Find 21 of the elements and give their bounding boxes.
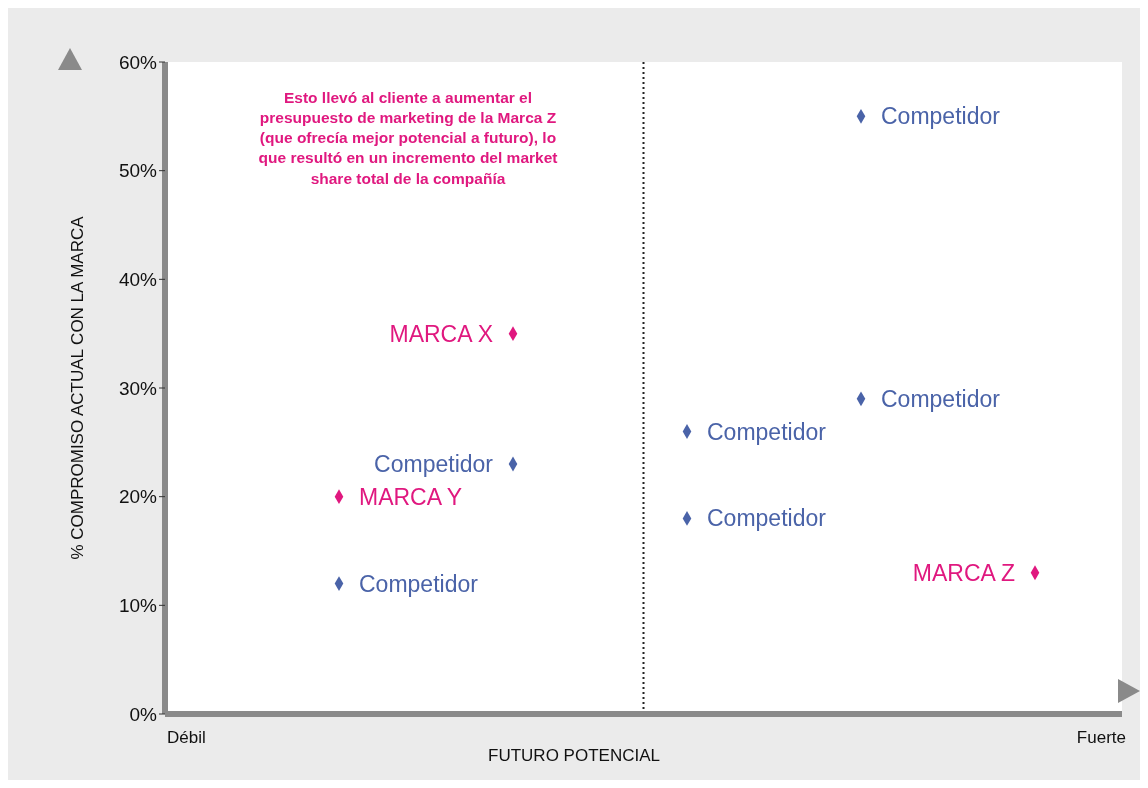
y-axis-title: % COMPROMISO ACTUAL CON LA MARCA xyxy=(68,215,88,560)
data-label: MARCA X xyxy=(389,320,493,347)
data-label: MARCA Z xyxy=(912,559,1015,586)
x-axis-title: FUTURO POTENCIAL xyxy=(487,746,661,766)
data-label: Competidor xyxy=(881,385,1001,412)
data-label: Competidor xyxy=(881,103,1001,130)
data-label: Competidor xyxy=(374,451,494,478)
y-tick-label: 50% xyxy=(118,160,158,182)
y-tick-label: 60% xyxy=(118,51,158,73)
data-label: Competidor xyxy=(707,505,827,532)
text: Débil xyxy=(167,728,206,748)
y-tick-label: 0% xyxy=(129,703,158,725)
annotation: Esto llevó al cliente a aumentar el presupuesto de marketing de la Marca Z (que ofrecía mejor potencial a futuro), lo que resultó en un incremento del market share total de la compañía xyxy=(257,88,559,189)
data-label: Competidor xyxy=(707,418,827,445)
y-tick-label: 30% xyxy=(118,377,158,399)
text: Fuerte xyxy=(1076,728,1126,748)
y-tick-label: 10% xyxy=(118,595,158,617)
y-tick-label: 20% xyxy=(118,486,158,508)
data-label: Competidor xyxy=(359,570,479,597)
y-tick-label: 40% xyxy=(118,269,158,291)
data-label: MARCA Y xyxy=(359,483,463,510)
